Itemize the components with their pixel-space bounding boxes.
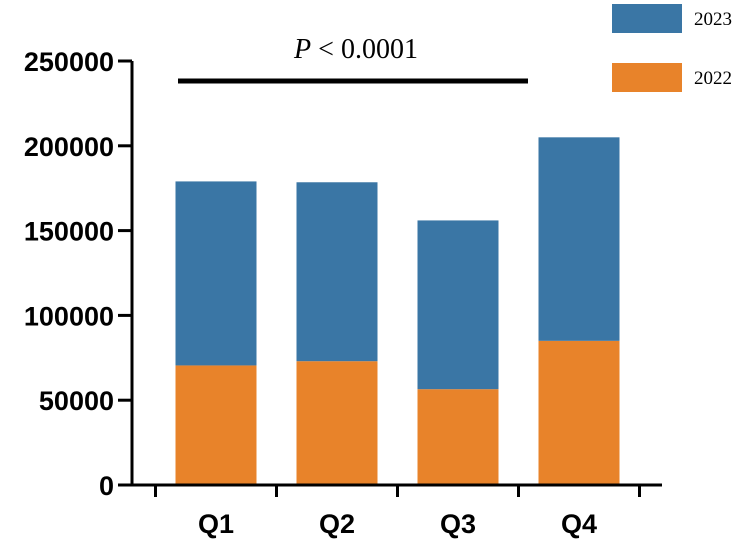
y-tick-label: 200000: [24, 132, 114, 162]
y-tick-label: 100000: [24, 301, 114, 331]
bar-q4-2023: [538, 137, 620, 341]
legend-label-2022: 2022: [694, 68, 732, 89]
bar-q3-2023: [417, 220, 499, 390]
y-tick-label: 50000: [39, 386, 114, 416]
bar-q1-2022: [175, 365, 257, 485]
legend-swatch-2023: [612, 4, 682, 33]
bars-group: [175, 137, 620, 485]
p-value-label: P < 0.0001: [293, 34, 418, 65]
y-tick-label: 250000: [24, 47, 114, 77]
y-tick-label: 0: [99, 471, 114, 501]
bar-q2-2022: [296, 361, 378, 485]
x-tick-label: Q1: [198, 509, 234, 539]
legend-swatch-2022: [612, 63, 682, 92]
axes-group: 0 50000 100000 150000 200000 250000 Q1 Q2 Q3 Q4: [24, 47, 662, 539]
significance-annotation: P < 0.0001: [178, 34, 528, 84]
legend: 2023 2022: [612, 4, 732, 92]
x-tick-label: Q3: [440, 509, 476, 539]
bar-q3-2022: [417, 389, 499, 485]
bar-q4-2022: [538, 340, 620, 485]
x-tick-label: Q2: [319, 509, 355, 539]
y-tick-label: 150000: [24, 217, 114, 247]
x-tick-label: Q4: [561, 509, 597, 539]
bar-q2-2023: [296, 182, 378, 362]
bar-q1-2023: [175, 181, 257, 366]
legend-label-2023: 2023: [694, 9, 732, 30]
